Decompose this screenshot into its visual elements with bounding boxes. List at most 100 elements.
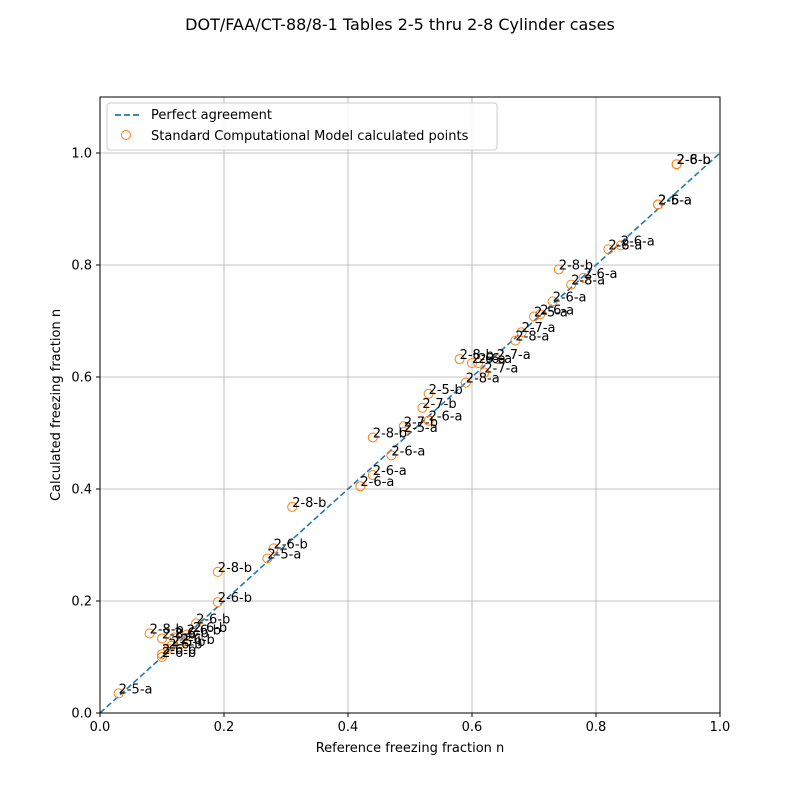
data-point [287,501,298,512]
data-point [212,566,223,577]
data-point-label: 2-5-a [119,682,153,697]
data-point-label: 2-8-a [466,372,500,387]
legend: Perfect agreement Standard Computational… [106,102,498,151]
data-point-label: 2-8-a [571,274,605,289]
data-point-label: 2-5-b [171,635,205,650]
data-point [144,628,155,639]
data-point [398,426,409,437]
data-point [268,543,279,554]
data-point-label: 2-7-a [522,321,556,336]
data-point-label: 2-6-b [174,626,208,641]
data-point [467,358,477,368]
data-point-label: 2-8-b [373,426,407,441]
data-point [473,358,484,368]
x-axis-label: Reference freezing fraction n [316,741,505,756]
data-point-label: 2-8-b [150,622,184,637]
data-point-label: 2-5-a [404,421,438,436]
data-point-label: 2-6-a [391,444,425,459]
y-tick-label: 0.2 [71,595,92,610]
data-point-label: 2-6-b [181,633,215,648]
data-point [157,633,167,644]
data-point-label: 2-7-a [484,362,518,377]
data-point-label: 2-8-b [292,496,326,511]
data-point [529,311,539,322]
data-point-label: 2-6-a [584,267,618,282]
data-point [547,296,558,307]
data-point [516,327,527,338]
data-point [262,553,273,564]
y-tick-label: 0.0 [71,707,92,722]
data-point-label: 2-8-b [677,153,711,168]
data-point [454,354,465,365]
x-tick-label: 1.0 [710,720,731,735]
legend-box [106,102,498,151]
data-point-label: 2-6-a [429,410,463,425]
data-point-label: 2-5-a [534,306,568,321]
data-point-label: 2-5-a [267,547,301,562]
x-tick-label: 0.8 [586,720,607,735]
x-tick-label: 0.6 [462,720,483,735]
axis-ticks: 0.0 0.2 0.4 0.6 0.8 1.0 0.0 0.2 0.4 0.6 0.8 1.0 [71,147,730,736]
data-point [423,415,434,426]
data-point-label: 2-6-b [162,643,196,658]
y-tick-label: 0.6 [71,371,92,386]
point-labels: 2-5-a2-8-b2-8-b2-6-b2-6-b2-6-b2-5-b2-6-b… [119,153,711,697]
data-point-label: 2-6-a [621,234,655,249]
y-tick-label: 1.0 [71,147,92,162]
scatter-points [113,159,682,699]
data-point-label: 2-6-b [196,612,230,627]
data-point-label: 2-6-a [658,194,692,209]
data-point-label: 2-8-b [460,348,494,363]
x-tick-label: 0.0 [90,720,111,735]
data-point [535,309,546,320]
data-point-label: 2-8-b [559,258,593,273]
data-point [615,240,626,251]
data-point [212,597,223,608]
x-tick-label: 0.2 [214,720,235,735]
data-point-label: 2-5-b [429,383,463,398]
y-tick-label: 0.4 [71,483,92,498]
data-point-label: 2-6-b [218,591,252,606]
data-point-label: 2-6-a [360,475,394,490]
data-point-label: 2-6-a [553,290,587,305]
data-point-label: 2-7-b [422,397,456,412]
data-point [479,367,490,378]
data-point [386,450,397,461]
data-point [355,481,366,492]
data-point [157,649,167,660]
data-point-label: 2-6-a [373,464,407,479]
data-point-label: 2-6-b [187,624,221,639]
data-point-label: 2-6-b [193,621,227,636]
data-point-label: 2-8-b [218,561,252,576]
data-point-label: 2-6-b [168,638,202,653]
data-point-label: 2-5-a [658,194,692,209]
data-point-label: 2-6-a [472,352,506,367]
legend-point-swatch [121,130,131,140]
data-point-label: 2-7-a [497,348,531,363]
data-point [553,264,564,275]
data-point [603,244,614,255]
data-point [671,159,682,170]
data-point [367,432,378,443]
data-point [169,632,180,643]
data-point [181,629,192,640]
data-point-label: 2-7-b [404,415,438,430]
data-point-label: 2-8-a [515,330,549,345]
data-point [578,272,589,283]
y-tick-label: 0.8 [71,259,92,274]
data-point-label: 2-6-b [274,537,308,552]
legend-label-calculated-points: Standard Computational Model calculated … [151,129,469,144]
data-point [367,470,378,480]
legend-label-perfect-agreement: Perfect agreement [151,108,272,123]
data-point [191,618,202,629]
data-point [491,354,502,365]
data-point-label: 2-8-b [162,628,196,643]
data-point-label: 2-6-b [677,153,711,168]
data-point [157,652,167,662]
data-point [566,279,577,290]
chart-title: DOT/FAA/CT-88/8-1 Tables 2-5 thru 2-8 Cy… [185,15,615,34]
data-point [417,402,428,413]
data-point-label: 2-6-a [540,303,574,318]
data-point [398,421,409,432]
